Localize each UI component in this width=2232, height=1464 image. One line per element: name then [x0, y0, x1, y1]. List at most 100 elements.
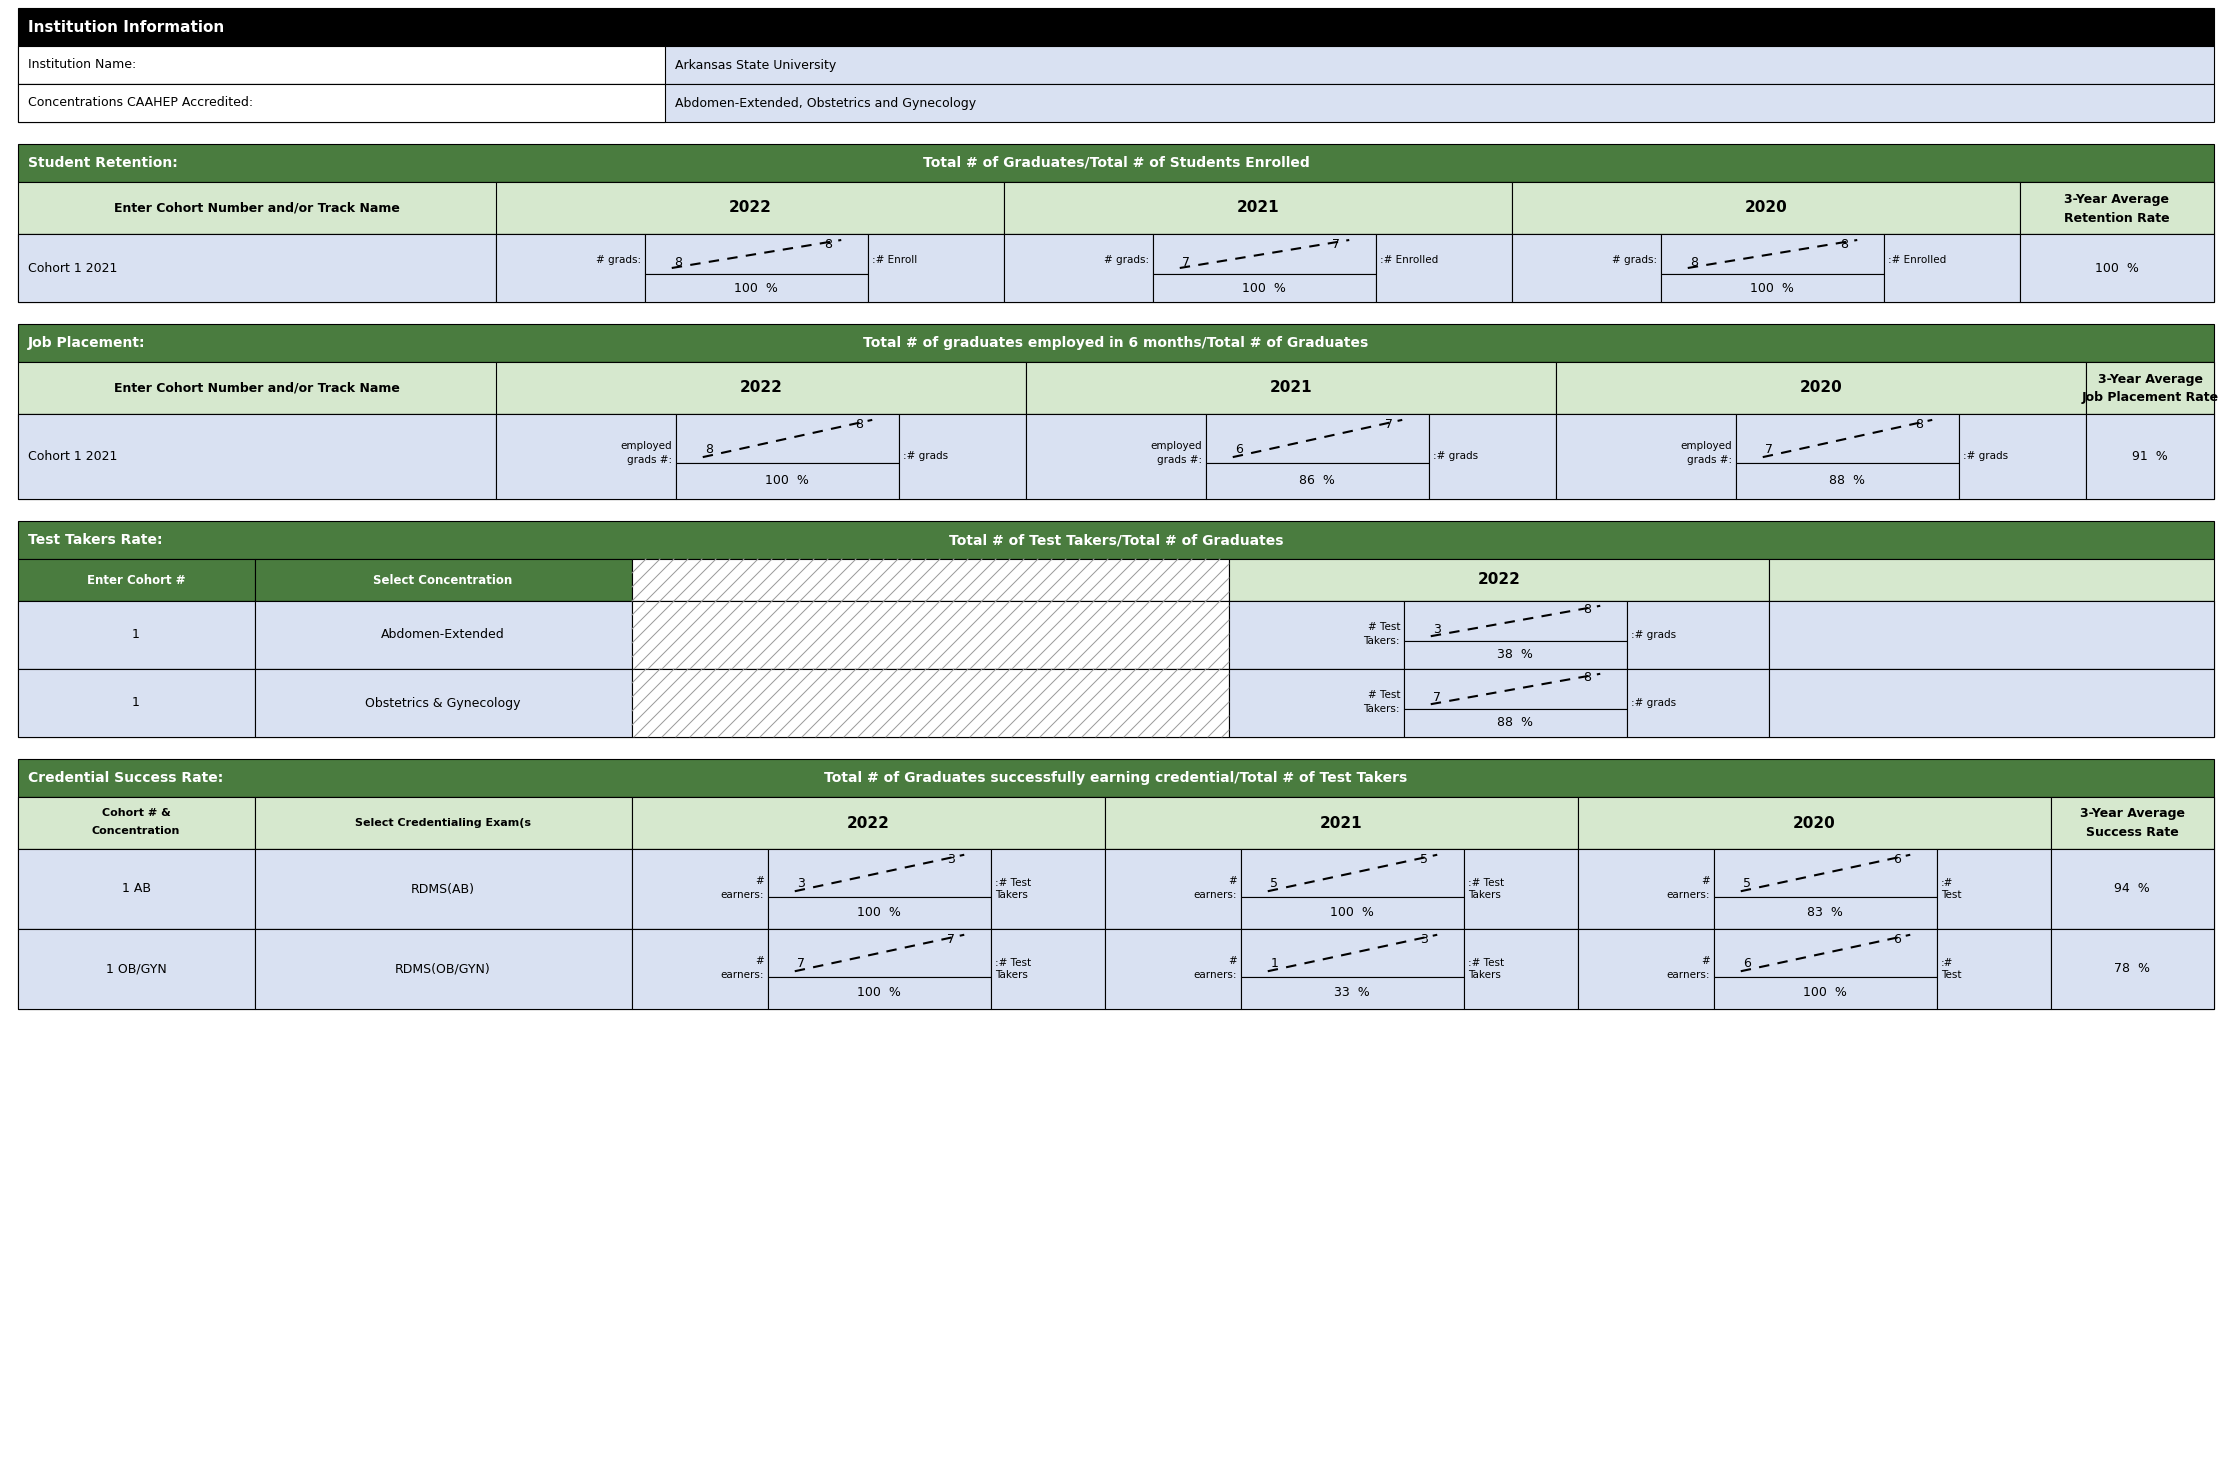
- Text: :# Test: :# Test: [995, 957, 1031, 968]
- Bar: [1154, 234, 1375, 274]
- Text: 3: 3: [1433, 624, 1442, 637]
- Bar: [18, 669, 254, 736]
- Text: :# Test: :# Test: [995, 878, 1031, 889]
- Text: 2022: 2022: [1478, 572, 1520, 587]
- Text: employed: employed: [1681, 441, 1732, 451]
- Text: 5: 5: [1270, 877, 1279, 890]
- Text: earners:: earners:: [721, 971, 763, 979]
- Bar: [496, 414, 676, 499]
- Text: 5: 5: [1420, 854, 1428, 867]
- Bar: [868, 234, 1004, 302]
- Bar: [632, 669, 1230, 736]
- Bar: [18, 362, 2214, 414]
- Text: #: #: [1228, 956, 1237, 966]
- Bar: [18, 849, 254, 930]
- Text: Abdomen-Extended, Obstetrics and Gynecology: Abdomen-Extended, Obstetrics and Gynecol…: [674, 97, 975, 110]
- Text: Takers:: Takers:: [1364, 704, 1399, 714]
- Text: Institution Information: Institution Information: [29, 19, 223, 35]
- Text: 8: 8: [824, 237, 833, 250]
- Text: Job Placement Rate: Job Placement Rate: [2082, 391, 2219, 404]
- Text: :# Test: :# Test: [1469, 957, 1504, 968]
- Bar: [632, 930, 768, 1009]
- Bar: [2051, 930, 2214, 1009]
- Bar: [1241, 897, 1464, 930]
- Bar: [1105, 849, 1241, 930]
- Text: :#: :#: [1942, 878, 1953, 889]
- Text: earners:: earners:: [1667, 890, 1710, 900]
- Text: 8: 8: [1690, 256, 1699, 268]
- Bar: [1511, 182, 2020, 234]
- Bar: [768, 897, 991, 930]
- Text: 3-Year Average: 3-Year Average: [2065, 193, 2170, 206]
- Text: 100  %: 100 %: [766, 474, 808, 488]
- Text: Takers:: Takers:: [1364, 635, 1399, 646]
- Bar: [1464, 849, 1578, 930]
- Bar: [18, 7, 2214, 45]
- Text: 6: 6: [1893, 854, 1902, 867]
- Text: 3-Year Average: 3-Year Average: [2080, 807, 2185, 820]
- Bar: [1404, 602, 1627, 641]
- Text: 78  %: 78 %: [2114, 962, 2149, 975]
- Bar: [1105, 796, 1578, 849]
- Text: earners:: earners:: [1194, 971, 1237, 979]
- Bar: [1627, 669, 1770, 736]
- Text: Student Retention:: Student Retention:: [29, 157, 179, 170]
- Text: 3: 3: [946, 854, 955, 867]
- Bar: [1661, 274, 1884, 302]
- Text: # grads:: # grads:: [1105, 255, 1149, 265]
- Text: 7: 7: [1766, 442, 1774, 455]
- Text: Total # of Graduates/Total # of Students Enrolled: Total # of Graduates/Total # of Students…: [922, 157, 1310, 170]
- Text: 8: 8: [1582, 672, 1591, 684]
- Text: 100  %: 100 %: [2096, 262, 2138, 275]
- Text: earners:: earners:: [1194, 890, 1237, 900]
- Bar: [1230, 669, 1404, 736]
- Bar: [1404, 669, 1627, 709]
- Text: :# Test: :# Test: [1469, 878, 1504, 889]
- Bar: [1770, 559, 2214, 602]
- Bar: [2087, 362, 2214, 414]
- Text: employed: employed: [1149, 441, 1203, 451]
- Text: 88  %: 88 %: [1498, 716, 1533, 729]
- Text: :# grads: :# grads: [1632, 630, 1676, 640]
- Text: Enter Cohort Number and/or Track Name: Enter Cohort Number and/or Track Name: [114, 382, 400, 394]
- Text: 8: 8: [674, 256, 683, 268]
- Text: Enter Cohort Number and/or Track Name: Enter Cohort Number and/or Track Name: [114, 202, 400, 215]
- Bar: [1960, 414, 2087, 499]
- Bar: [1714, 897, 1937, 930]
- Text: 2022: 2022: [739, 381, 783, 395]
- Text: 2022: 2022: [846, 815, 888, 830]
- Text: 91  %: 91 %: [2132, 449, 2167, 463]
- Text: 86  %: 86 %: [1299, 474, 1335, 488]
- Bar: [1027, 414, 1205, 499]
- Bar: [2087, 414, 2214, 499]
- Text: :# Enrolled: :# Enrolled: [1379, 255, 1437, 265]
- Bar: [18, 602, 2214, 669]
- Bar: [18, 602, 254, 669]
- Text: 2021: 2021: [1319, 815, 1362, 830]
- Text: Job Placement:: Job Placement:: [29, 337, 145, 350]
- Text: 100  %: 100 %: [1330, 906, 1375, 919]
- Bar: [1736, 414, 1960, 463]
- Text: Abdomen-Extended: Abdomen-Extended: [382, 628, 504, 641]
- Text: 33  %: 33 %: [1335, 987, 1370, 1000]
- Bar: [18, 414, 496, 499]
- Text: 1: 1: [132, 628, 141, 641]
- Text: 6: 6: [1237, 442, 1243, 455]
- Bar: [1004, 234, 1154, 302]
- Text: 7: 7: [1384, 419, 1393, 432]
- Text: employed: employed: [620, 441, 672, 451]
- Bar: [1464, 930, 1578, 1009]
- Bar: [254, 796, 632, 849]
- Text: Obstetrics & Gynecology: Obstetrics & Gynecology: [366, 697, 520, 710]
- Bar: [1884, 234, 2020, 302]
- Text: 1 OB/GYN: 1 OB/GYN: [105, 962, 167, 975]
- Text: 100  %: 100 %: [857, 906, 902, 919]
- Bar: [991, 849, 1105, 930]
- Bar: [632, 796, 1105, 849]
- Bar: [1241, 849, 1464, 897]
- Text: 2020: 2020: [1792, 815, 1835, 830]
- Text: Success Rate: Success Rate: [2085, 827, 2178, 839]
- Text: 8: 8: [705, 442, 714, 455]
- Bar: [18, 414, 2214, 499]
- Bar: [1105, 930, 1241, 1009]
